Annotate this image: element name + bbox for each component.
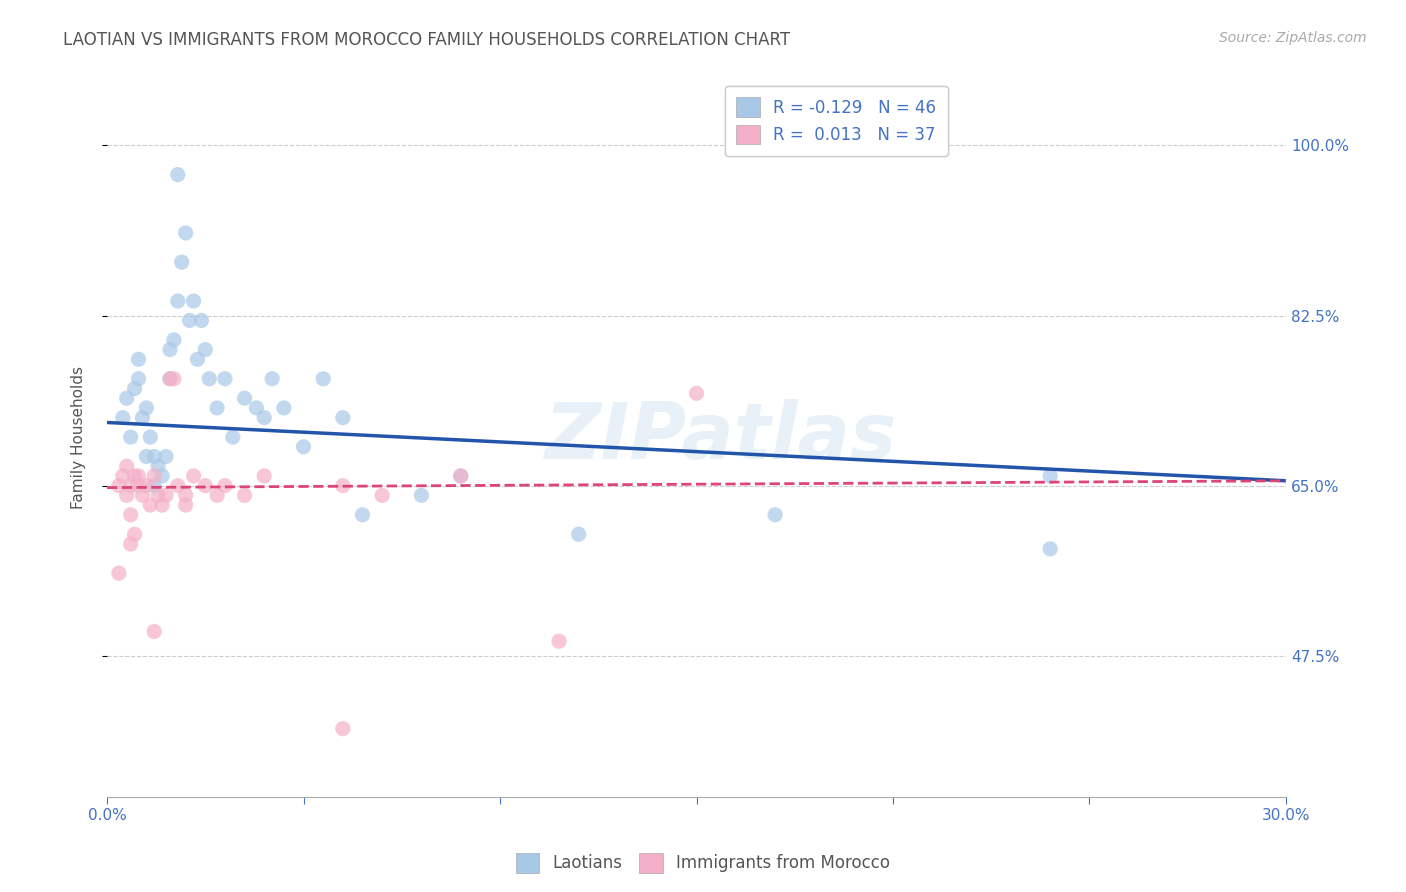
Point xyxy=(262,372,284,386)
Point xyxy=(568,527,591,541)
Point xyxy=(214,478,236,492)
Point xyxy=(135,478,157,492)
Point xyxy=(146,488,169,502)
Point xyxy=(155,450,177,464)
Point xyxy=(166,478,188,492)
Point xyxy=(128,352,150,367)
Point xyxy=(450,469,472,483)
Point xyxy=(222,430,245,444)
Point xyxy=(139,430,162,444)
Point xyxy=(332,478,354,492)
Point xyxy=(146,459,169,474)
Point xyxy=(198,372,221,386)
Point xyxy=(111,410,134,425)
Point xyxy=(115,488,138,502)
Point xyxy=(174,498,197,512)
Point xyxy=(139,498,162,512)
Point xyxy=(115,459,138,474)
Point xyxy=(135,401,157,415)
Point xyxy=(150,469,173,483)
Point xyxy=(1039,541,1062,556)
Point xyxy=(411,488,433,502)
Point xyxy=(111,469,134,483)
Point xyxy=(135,450,157,464)
Point xyxy=(128,372,150,386)
Point xyxy=(108,478,131,492)
Point xyxy=(194,478,217,492)
Point xyxy=(163,333,186,347)
Point xyxy=(163,372,186,386)
Point xyxy=(108,566,131,581)
Point xyxy=(190,313,212,327)
Point xyxy=(245,401,267,415)
Point xyxy=(763,508,786,522)
Point xyxy=(332,410,354,425)
Point xyxy=(155,488,177,502)
Point xyxy=(131,488,153,502)
Point xyxy=(120,537,142,551)
Legend: R = -0.129   N = 46, R =  0.013   N = 37: R = -0.129 N = 46, R = 0.013 N = 37 xyxy=(724,86,948,156)
Point xyxy=(174,488,197,502)
Legend: Laotians, Immigrants from Morocco: Laotians, Immigrants from Morocco xyxy=(509,847,897,880)
Point xyxy=(685,386,707,401)
Point xyxy=(159,372,181,386)
Point xyxy=(166,168,188,182)
Point xyxy=(183,469,205,483)
Point xyxy=(233,391,256,405)
Text: LAOTIAN VS IMMIGRANTS FROM MOROCCO FAMILY HOUSEHOLDS CORRELATION CHART: LAOTIAN VS IMMIGRANTS FROM MOROCCO FAMIL… xyxy=(63,31,790,49)
Point xyxy=(292,440,315,454)
Point xyxy=(312,372,335,386)
Point xyxy=(128,478,150,492)
Point xyxy=(170,255,193,269)
Point xyxy=(120,508,142,522)
Point xyxy=(143,478,166,492)
Point xyxy=(194,343,217,357)
Point xyxy=(371,488,394,502)
Point xyxy=(143,450,166,464)
Point xyxy=(253,469,276,483)
Point xyxy=(143,624,166,639)
Point xyxy=(159,372,181,386)
Text: ZIPatlas: ZIPatlas xyxy=(544,399,896,475)
Point xyxy=(205,401,228,415)
Point xyxy=(166,293,188,308)
Point xyxy=(174,226,197,240)
Point xyxy=(120,430,142,444)
Point xyxy=(205,488,228,502)
Point xyxy=(124,381,146,395)
Text: Source: ZipAtlas.com: Source: ZipAtlas.com xyxy=(1219,31,1367,45)
Y-axis label: Family Households: Family Households xyxy=(72,366,86,508)
Point xyxy=(233,488,256,502)
Point xyxy=(183,293,205,308)
Point xyxy=(159,343,181,357)
Point xyxy=(179,313,201,327)
Point xyxy=(131,410,153,425)
Point xyxy=(253,410,276,425)
Point xyxy=(150,498,173,512)
Point xyxy=(450,469,472,483)
Point xyxy=(548,634,571,648)
Point xyxy=(120,478,142,492)
Point xyxy=(1039,469,1062,483)
Point xyxy=(186,352,208,367)
Point xyxy=(128,469,150,483)
Point xyxy=(143,469,166,483)
Point xyxy=(273,401,295,415)
Point xyxy=(124,469,146,483)
Point xyxy=(115,391,138,405)
Point xyxy=(124,527,146,541)
Point xyxy=(352,508,374,522)
Point xyxy=(332,722,354,736)
Point xyxy=(214,372,236,386)
